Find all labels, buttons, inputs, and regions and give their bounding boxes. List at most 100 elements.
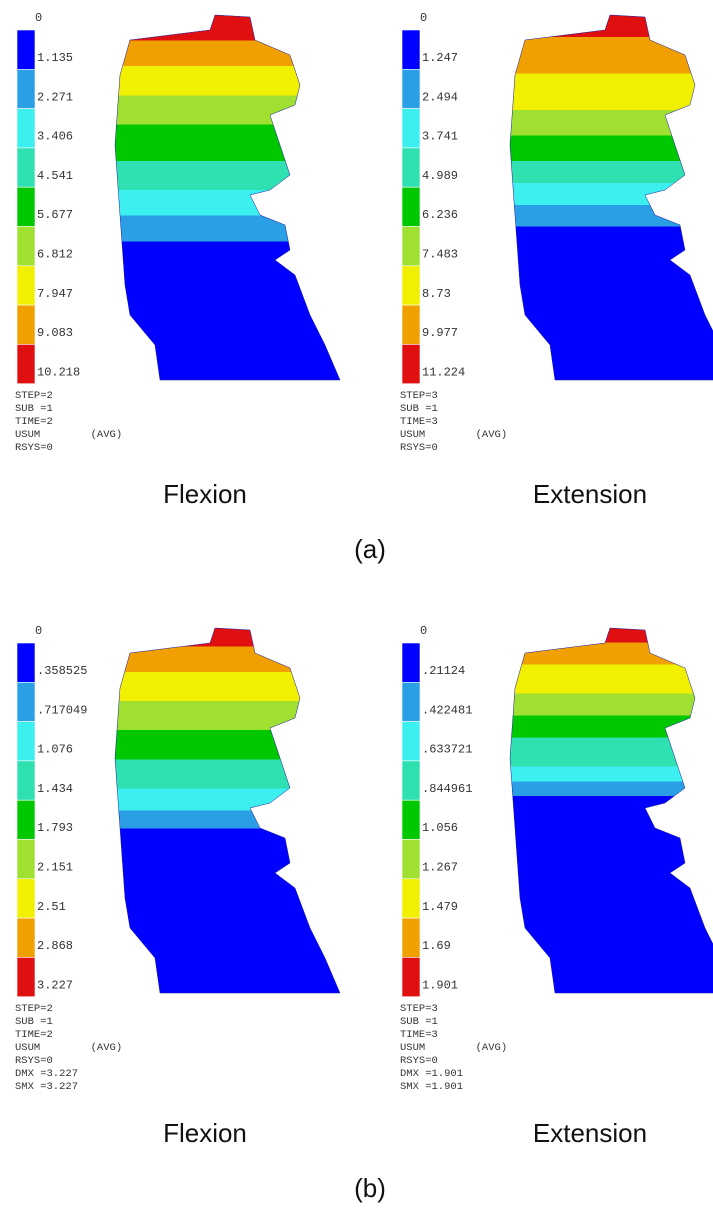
caption: Extension [533,479,647,509]
info-line: DMX =1.901 [400,1068,463,1080]
legend-swatch [401,839,421,880]
info-line: STEP=2 [15,390,53,402]
panel-label: (a) [354,534,386,564]
legend-swatch [16,265,36,306]
info-line: TIME=2 [15,1029,53,1041]
legend-label: 1.69 [422,939,451,953]
legend-label: .717049 [37,703,87,717]
legend-swatch [16,878,36,919]
caption: Flexion [163,479,247,509]
info-line: SUB =1 [15,1016,53,1028]
legend-swatch [401,265,421,306]
info-line: SUB =1 [400,403,438,415]
legend-swatch [401,799,421,840]
legend-label: 4.989 [422,169,458,183]
info-line: DMX =3.227 [15,1068,78,1080]
legend-swatch [16,29,36,70]
caption: Extension [533,1118,647,1148]
info-line: USUM (AVG) [400,1042,507,1054]
legend-label: 11.224 [422,365,465,379]
vertebra-model [114,14,341,381]
info-line: RSYS=0 [15,442,53,454]
legend-label: 0 [35,11,42,25]
legend-label: 1.076 [37,743,73,757]
legend-swatch [401,108,421,149]
info-line: USUM (AVG) [400,429,507,441]
legend-label: 3.227 [37,978,73,992]
info-line: RSYS=0 [400,442,438,454]
legend-label: 7.483 [422,248,458,262]
vertebra-model [114,627,341,994]
legend-label: 9.083 [37,326,73,340]
legend-label: 3.406 [37,130,73,144]
info-line: TIME=3 [400,416,438,428]
legend-label: 2.868 [37,939,73,953]
legend-label: 1.267 [422,861,458,875]
legend-swatch [401,344,421,384]
legend-label: 2.151 [37,861,73,875]
legend-swatch [401,642,421,683]
legend-label: 5.677 [37,208,73,222]
legend-swatch [16,799,36,840]
legend-swatch [401,226,421,267]
legend-swatch [401,681,421,722]
legend-swatch [16,681,36,722]
legend-swatch [401,917,421,958]
info-line: STEP=2 [15,1003,53,1015]
legend-swatch [401,186,421,227]
legend-label: 0 [420,11,427,25]
legend-label: 3.741 [422,130,458,144]
info-line: SMX =1.901 [400,1081,463,1093]
legend-label: 1.056 [422,821,458,835]
legend-label: .422481 [422,703,472,717]
legend-label: .21124 [422,664,465,678]
info-line: SMX =3.227 [15,1081,78,1093]
info-line: SUB =1 [15,403,53,415]
info-line: USUM (AVG) [15,429,122,441]
legend-swatch [16,642,36,683]
info-line: TIME=2 [15,416,53,428]
legend-swatch [401,69,421,109]
legend-swatch [16,304,36,345]
legend-swatch [16,226,36,267]
legend-swatch [16,760,36,801]
legend-label: 2.494 [422,90,458,104]
legend-label: 9.977 [422,326,458,340]
legend-swatch [401,304,421,345]
legend-label: .633721 [422,743,472,757]
legend-label: 1.793 [37,821,73,835]
legend-label: 1.247 [422,51,458,65]
legend-swatch [16,147,36,188]
panel-label: (b) [354,1173,386,1203]
legend-label: 2.271 [37,90,73,104]
legend-label: 10.218 [37,365,80,379]
legend-swatch [16,108,36,149]
info-line: STEP=3 [400,1003,438,1015]
legend-swatch [16,344,36,384]
legend-swatch [16,69,36,109]
legend-label: 4.541 [37,169,73,183]
legend-label: 7.947 [37,287,73,301]
legend-swatch [16,957,36,998]
info-line: SUB =1 [400,1016,438,1028]
legend-label: 6.812 [37,248,73,262]
legend-label: 1.135 [37,51,73,65]
legend-label: 2.51 [37,900,66,914]
info-line: RSYS=0 [15,1055,53,1067]
info-line: STEP=3 [400,390,438,402]
legend-swatch [16,186,36,227]
info-line: RSYS=0 [400,1055,438,1067]
legend-swatch [401,957,421,998]
legend-swatch [401,721,421,762]
legend-swatch [401,878,421,919]
info-line: USUM (AVG) [15,1042,122,1054]
legend-swatch [16,917,36,958]
legend-label: .358525 [37,664,87,678]
caption: Flexion [163,1118,247,1148]
info-line: TIME=3 [400,1029,438,1041]
legend-label: 0 [420,624,427,638]
legend-label: 8.73 [422,287,451,301]
legend-swatch [16,839,36,880]
legend-swatch [401,29,421,70]
